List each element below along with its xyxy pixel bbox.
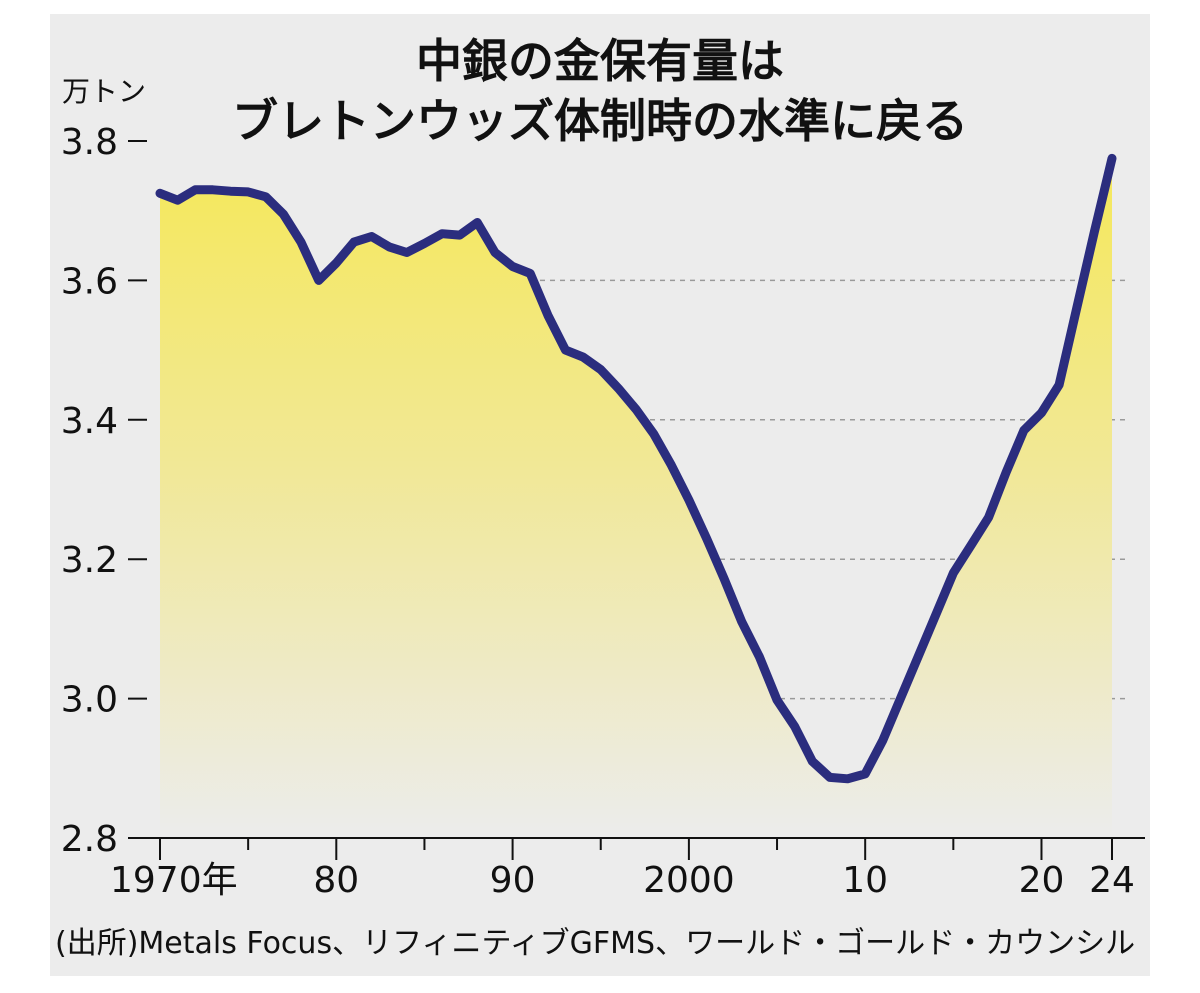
series-line [155, 153, 1117, 784]
series-line-group [155, 153, 1117, 784]
chart-subtitle: ブレトンウッズ体制時の水準に戻る [232, 94, 968, 148]
source-note: (出所)Metals Focus、リフィニティブGFMS、ワールド・ゴールド・カ… [55, 926, 1136, 961]
y-axis-unit: 万トン [62, 75, 147, 108]
y-tick-label: 3.6 [61, 261, 118, 302]
y-tick-label: 3.4 [61, 401, 118, 442]
y-tick-label: 3.2 [61, 540, 118, 581]
x-tick-label: 24 [1089, 860, 1135, 901]
y-tick-labels: 3.8 3.6 3.4 3.2 3.0 2.8 [61, 122, 118, 860]
x-tick-label: 1970年 [110, 860, 238, 901]
x-tick-label: 90 [490, 860, 536, 901]
y-tick-label: 3.8 [61, 122, 118, 163]
area-fill [160, 158, 1112, 838]
y-tick-label: 3.0 [61, 680, 118, 721]
y-tick-label: 2.8 [61, 819, 118, 860]
x-tick-label: 80 [313, 860, 359, 901]
area-fill-path [160, 158, 1112, 838]
x-tick-label: 2000 [643, 860, 735, 901]
x-tick-label: 10 [842, 860, 888, 901]
chart-title: 中銀の金保有量は [416, 34, 784, 88]
x-tick-label: 20 [1019, 860, 1065, 901]
x-tick-labels: 1970年 80 90 2000 10 20 24 [110, 860, 1135, 901]
axes [128, 140, 1145, 860]
